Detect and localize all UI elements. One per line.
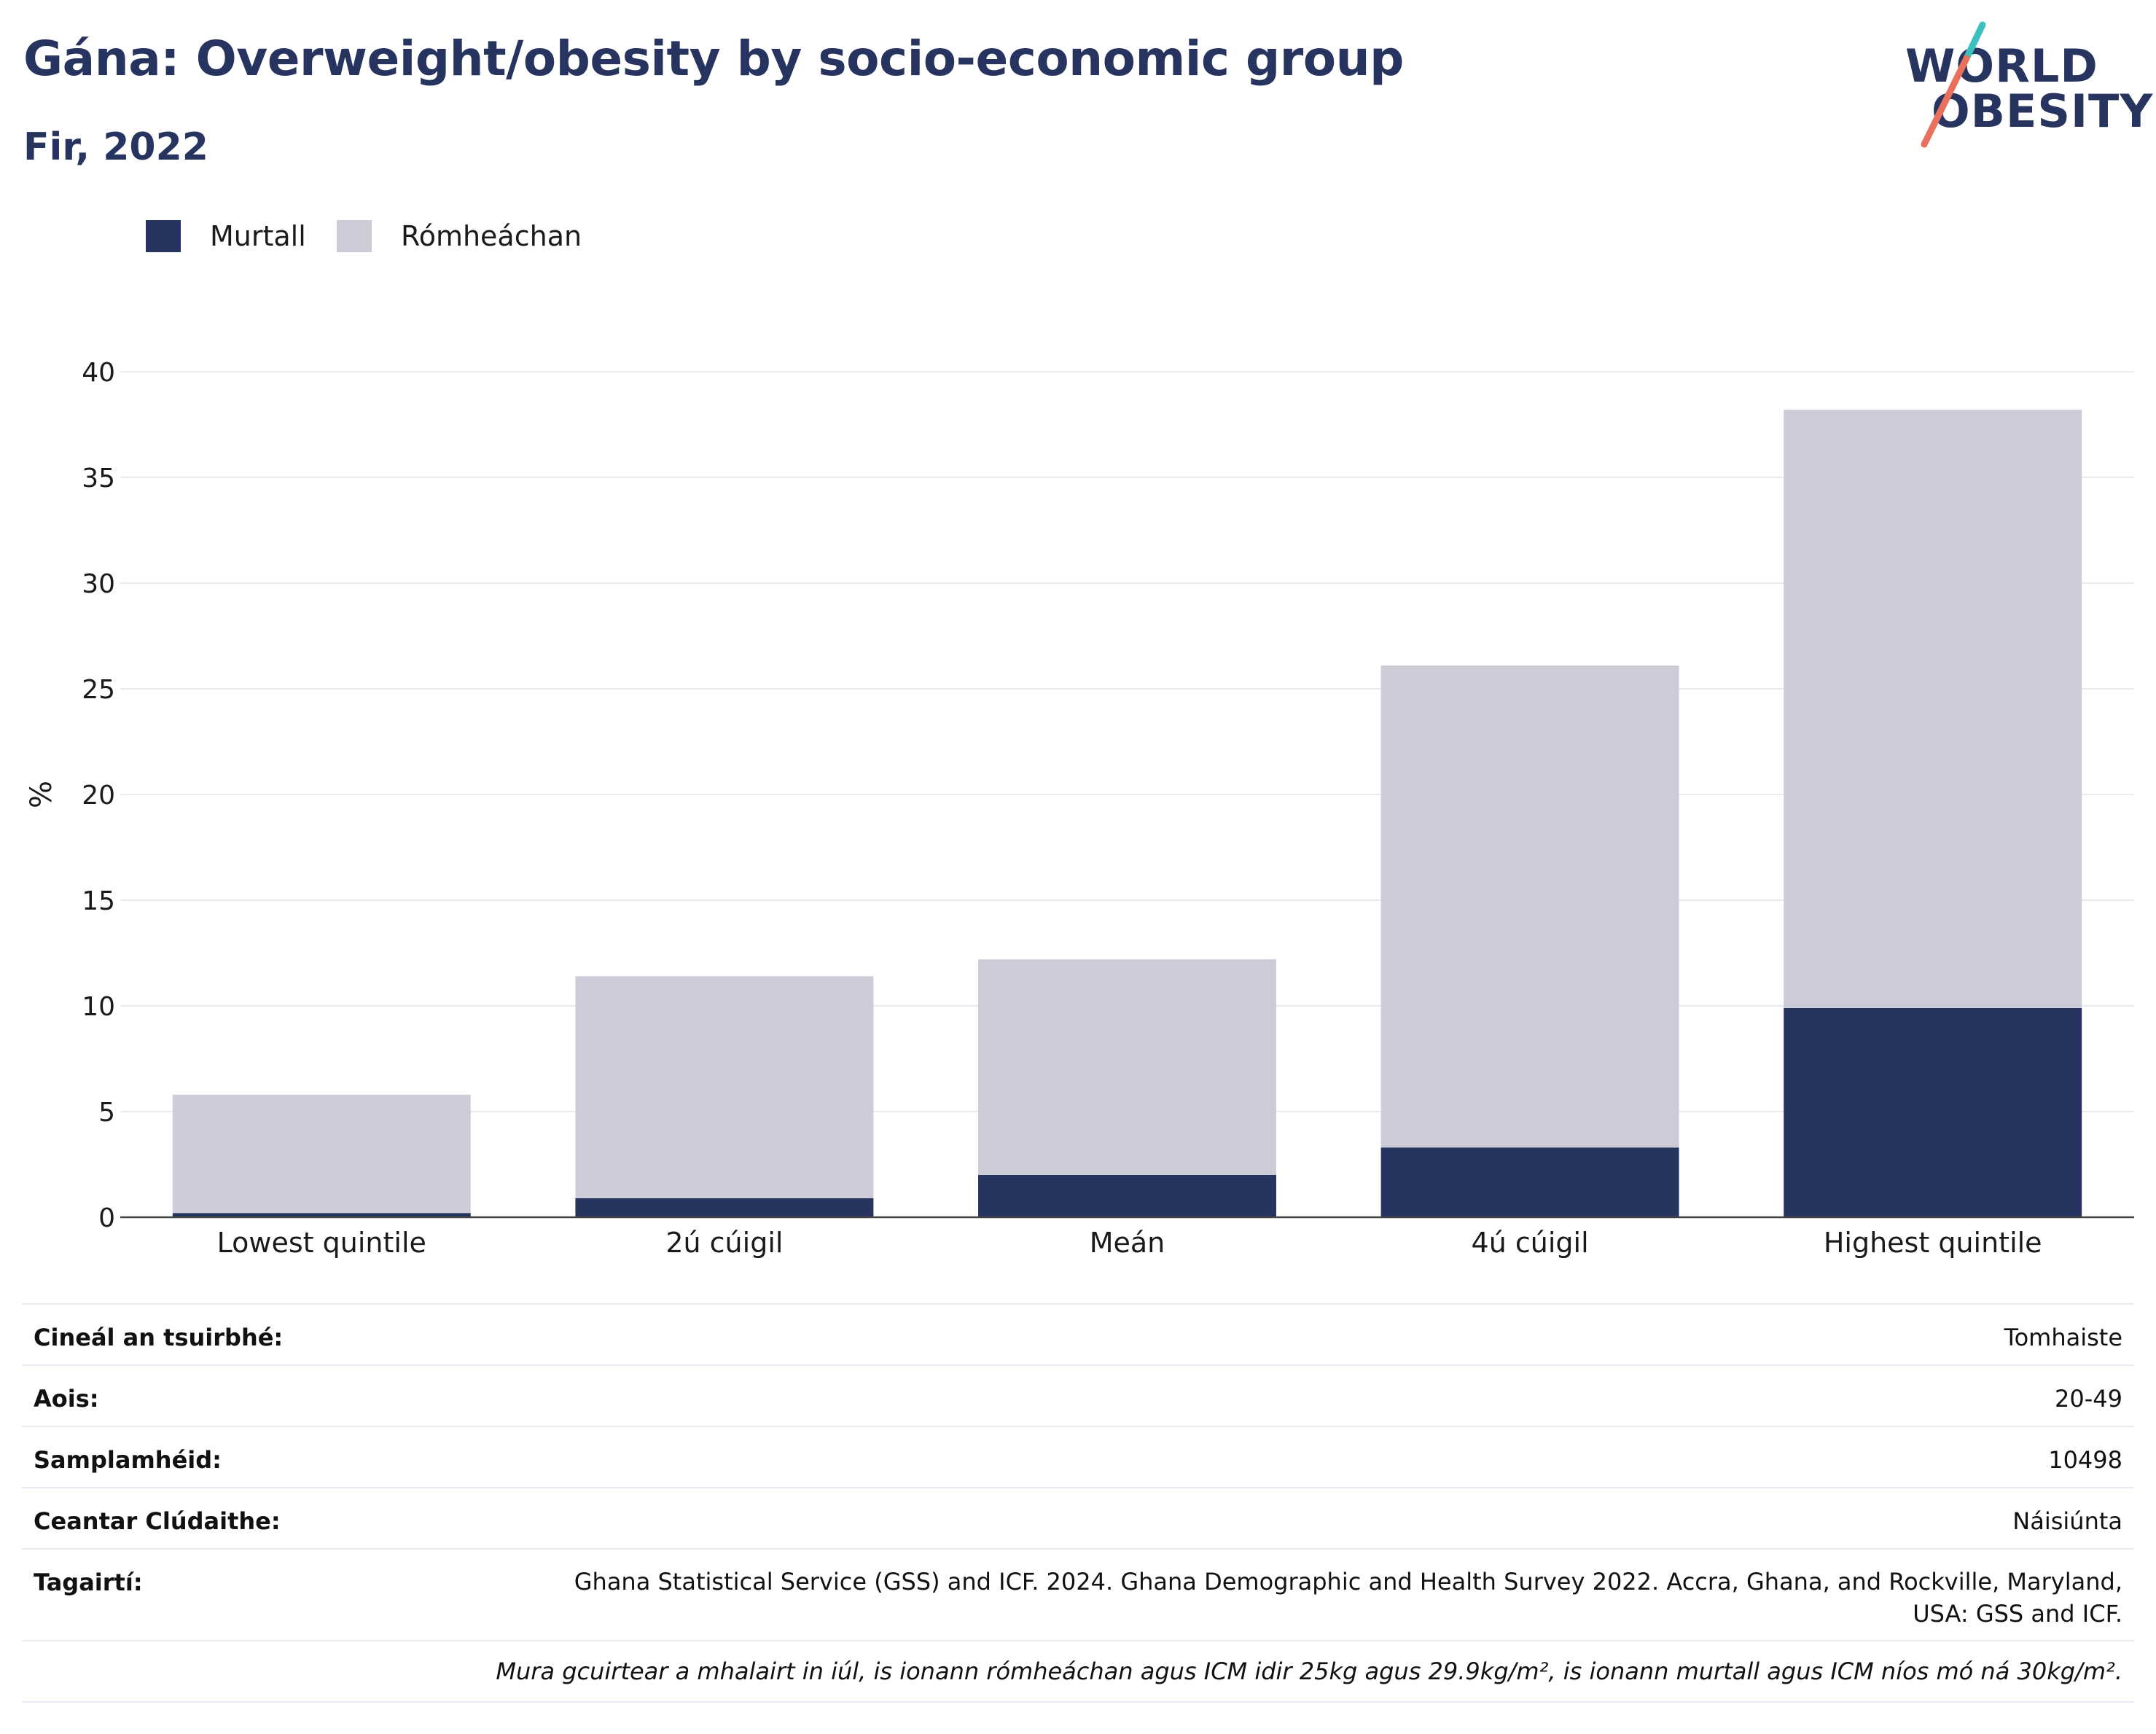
bar-segment-romheachan [978, 959, 1276, 1175]
reference-text: Ghana Statistical Service (GSS) and ICF.… [574, 1568, 2122, 1628]
bar-segment-murtall [1784, 1007, 2082, 1217]
y-axis-title: % [25, 781, 58, 808]
bar-segment-romheachan [575, 976, 874, 1198]
logo-line-2: OBESITY [1932, 85, 2154, 138]
info-row-coverage: Ceantar Clúdaithe: Náisiúnta [22, 1487, 2134, 1548]
x-category-label: 2ú cúigil [665, 1227, 783, 1259]
info-row-age: Aois: 20-49 [22, 1364, 2134, 1426]
x-category-label: 4ú cúigil [1472, 1227, 1589, 1259]
info-table: Cineál an tsuirbhé: Tomhaiste Aois: 20-4… [22, 1303, 2134, 1703]
logo-line-1: WORLD [1905, 39, 2098, 93]
x-category-label: Lowest quintile [217, 1227, 426, 1259]
y-tick-label: 20 [82, 781, 115, 811]
bar-segment-murtall [978, 1175, 1276, 1217]
info-row-sample-size: Samplamhéid: 10498 [22, 1426, 2134, 1487]
info-key: Tagairtí: [34, 1569, 143, 1596]
y-tick-label: 25 [82, 675, 115, 705]
world-obesity-logo: WORLD OBESITY [1902, 20, 2152, 155]
y-tick-label: 35 [82, 464, 115, 493]
info-value: 10498 [2048, 1446, 2122, 1474]
bar-segment-romheachan [172, 1094, 471, 1214]
page-subtitle: Fir, 2022 [23, 125, 208, 169]
bar-segment-murtall [575, 1198, 874, 1217]
info-key: Aois: [34, 1385, 99, 1413]
logo-slash-icon [1921, 21, 1986, 148]
info-key: Cineál an tsuirbhé: [34, 1324, 284, 1351]
legend-swatch-romheachan [337, 220, 372, 252]
legend-label-murtall: Murtall [210, 220, 306, 252]
bar-segment-murtall [1380, 1147, 1679, 1217]
info-value: 20-49 [2055, 1385, 2122, 1413]
info-value: Náisiúnta [2012, 1507, 2122, 1535]
page-title: Gána: Overweight/obesity by socio-econom… [23, 31, 1404, 87]
info-row-survey-type: Cineál an tsuirbhé: Tomhaiste [22, 1303, 2134, 1364]
y-tick-label: 10 [82, 992, 115, 1022]
info-value: Tomhaiste [2004, 1324, 2122, 1351]
x-category-label: Meán [1090, 1227, 1165, 1259]
y-tick-label: 0 [98, 1203, 115, 1233]
bar-segment-murtall [172, 1213, 471, 1217]
bar-segment-romheachan [1784, 410, 2082, 1008]
info-key: Ceantar Clúdaithe: [34, 1507, 281, 1535]
y-tick-label: 5 [98, 1098, 115, 1128]
y-tick-label: 30 [82, 569, 115, 599]
definition-note: Mura gcuirtear a mhalairt in iúl, is ion… [496, 1657, 2122, 1685]
legend-swatch-murtall [146, 220, 181, 252]
y-tick-label: 15 [82, 886, 115, 916]
info-row-references: Tagairtí: Ghana Statistical Service (GSS… [22, 1548, 2134, 1640]
bar-segment-romheachan [1380, 665, 1679, 1148]
info-key: Samplamhéid: [34, 1446, 222, 1474]
stacked-bar-chart: 0 5 10 15 20 25 30 35 40% Lowest quintile 2ú cúigi… [25, 358, 2134, 1259]
y-tick-label: 40 [82, 358, 115, 388]
legend-label-romheachan: Rómheáchan [401, 220, 582, 252]
x-category-label: Highest quintile [1824, 1227, 2042, 1259]
definition-note-row: Mura gcuirtear a mhalairt in iúl, is ion… [22, 1640, 2134, 1703]
